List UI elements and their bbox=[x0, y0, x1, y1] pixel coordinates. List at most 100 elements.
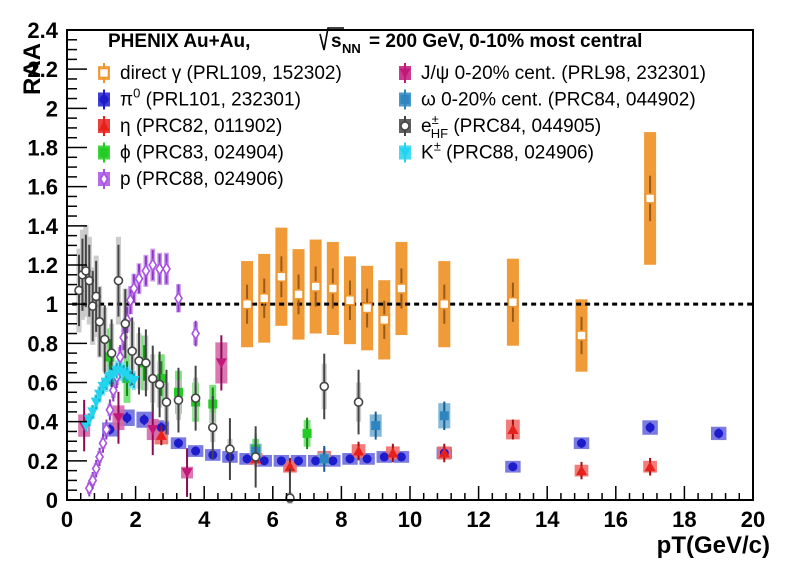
data-point bbox=[438, 298, 450, 310]
data-point bbox=[190, 393, 201, 403]
legend-label: ω 0-20% cent. (PRC84, 044902) bbox=[421, 90, 696, 111]
y-axis-title-text: RAA bbox=[19, 43, 46, 95]
data-point bbox=[141, 263, 151, 278]
data-point bbox=[84, 481, 94, 496]
data-point bbox=[191, 446, 201, 456]
data-point bbox=[378, 314, 390, 326]
data-point bbox=[379, 452, 389, 462]
legend-label: e± HF (PRC84, 044905) bbox=[421, 112, 601, 141]
data-point bbox=[134, 271, 144, 286]
y-axis: 0 0.2 0.4 0.6 0.8 1 1.2 1.4 1.6 1.8 2 2.2 2.4 bbox=[27, 18, 87, 513]
data-point bbox=[327, 283, 339, 294]
legend-label-sup: 0 bbox=[133, 86, 140, 101]
y-tick-label: 2 bbox=[46, 96, 58, 121]
legend-marker bbox=[99, 148, 109, 157]
x-axis-title-text: pT(GeV/c) bbox=[657, 532, 770, 559]
data-point bbox=[98, 436, 108, 451]
data-point bbox=[147, 425, 159, 435]
legend-label-base: π bbox=[120, 90, 133, 111]
data-point bbox=[115, 350, 125, 365]
data-point bbox=[122, 413, 132, 423]
data-point bbox=[576, 465, 587, 476]
data-point bbox=[162, 261, 171, 276]
x-tick-label: 0 bbox=[61, 507, 73, 532]
y-tick-label: 0.6 bbox=[27, 371, 58, 396]
data-point bbox=[87, 407, 99, 418]
legend-entry-left-4: p (PRC88, 024906) bbox=[98, 169, 284, 190]
legend-entry-right-1: ω 0-20% cent. (PRC84, 044902) bbox=[399, 89, 696, 111]
legend-entry-left-1: π0 (PRL101, 232301) bbox=[98, 86, 301, 111]
legend-marker bbox=[98, 120, 110, 131]
legend-marker bbox=[99, 172, 109, 186]
data-point bbox=[361, 302, 373, 314]
data-point bbox=[139, 415, 149, 425]
x-axis: 0 2 4 6 8 10 12 14 16 18 20 bbox=[61, 486, 765, 532]
legend-entry-right-2: e± HF (PRC84, 044905) bbox=[399, 112, 601, 141]
data-point bbox=[439, 411, 449, 421]
x-tick-label: 6 bbox=[267, 507, 279, 532]
legend-header-energy: = 200 GeV, 0-10% most central bbox=[369, 31, 642, 52]
data-point bbox=[101, 422, 111, 437]
legend-marker bbox=[99, 95, 109, 104]
x-tick-label: 2 bbox=[129, 507, 141, 532]
data-point bbox=[105, 402, 115, 417]
data-point bbox=[129, 281, 139, 296]
legend-entry-left-0: direct γ (PRL109, 152302) bbox=[98, 63, 342, 84]
legend-header-experiment: PHENIX Au+Au, bbox=[108, 31, 250, 52]
data-point bbox=[155, 429, 167, 440]
x-tick-label: 4 bbox=[198, 507, 211, 532]
legend-label: π0 (PRL101, 232301) bbox=[120, 86, 301, 111]
legend-entry-right-3: K± (PRC88, 024906) bbox=[399, 139, 594, 164]
legend-label-rest: (PRC88, 024906) bbox=[441, 143, 594, 164]
data-point bbox=[147, 373, 158, 384]
data-point bbox=[94, 316, 105, 327]
data-point bbox=[106, 348, 117, 358]
data-point bbox=[207, 422, 218, 433]
data-point bbox=[714, 428, 724, 438]
legend-entry-left-3: ϕ (PRC83, 024904) bbox=[98, 142, 284, 164]
y-tick-label: 1.8 bbox=[27, 136, 58, 161]
data-point bbox=[311, 456, 321, 466]
legend-marker bbox=[98, 67, 110, 79]
data-point bbox=[344, 294, 356, 306]
legend-entry-left-2: η (PRC82, 011902) bbox=[98, 116, 282, 137]
legend-header-symbol-sub: NN bbox=[342, 41, 361, 56]
data-point bbox=[328, 456, 338, 466]
y-tick-label: 0 bbox=[46, 488, 58, 513]
legend-label-base: K bbox=[421, 143, 434, 164]
data-point bbox=[438, 447, 450, 458]
y-tick-label: 0.4 bbox=[27, 410, 58, 435]
x-tick-label: 8 bbox=[335, 507, 347, 532]
legend-marker bbox=[399, 148, 411, 158]
legend-header: PHENIX Au+Au, s NN = 200 GeV, 0-10% most… bbox=[108, 27, 642, 56]
legend-label-base: J/ψ 0-20% cent. (PRL98, 232301) bbox=[421, 63, 706, 84]
data-point bbox=[319, 381, 330, 392]
data-point bbox=[507, 296, 519, 308]
sqrt-symbol bbox=[319, 27, 344, 51]
legend-header-symbol: s bbox=[331, 31, 342, 52]
legend: direct γ (PRL109, 152302)π0 (PRL101, 232… bbox=[98, 63, 706, 190]
data-point bbox=[113, 275, 124, 286]
data-point bbox=[250, 452, 261, 462]
data-point bbox=[154, 379, 165, 390]
data-point bbox=[155, 261, 165, 276]
data-point bbox=[507, 424, 519, 434]
legend-label: direct γ (PRL109, 152302) bbox=[120, 63, 342, 84]
data-point bbox=[302, 428, 312, 438]
data-point bbox=[396, 452, 406, 462]
data-point bbox=[276, 271, 287, 283]
data-point bbox=[310, 281, 321, 292]
y-tick-label: 1.4 bbox=[27, 214, 58, 239]
x-tick-label: 10 bbox=[398, 507, 422, 532]
data-point bbox=[371, 421, 381, 431]
data-point bbox=[91, 461, 101, 476]
legend-label-base: η (PRC82, 011902) bbox=[120, 116, 282, 137]
data-point bbox=[156, 374, 166, 384]
data-point bbox=[362, 454, 372, 464]
legend-label-base: ω 0-20% cent. (PRC84, 044902) bbox=[421, 90, 696, 111]
x-tick-label: 12 bbox=[466, 507, 490, 532]
y-tick-label: 0.2 bbox=[27, 449, 58, 474]
data-point bbox=[126, 293, 135, 308]
legend-marker bbox=[400, 95, 410, 104]
data-point bbox=[345, 454, 355, 464]
